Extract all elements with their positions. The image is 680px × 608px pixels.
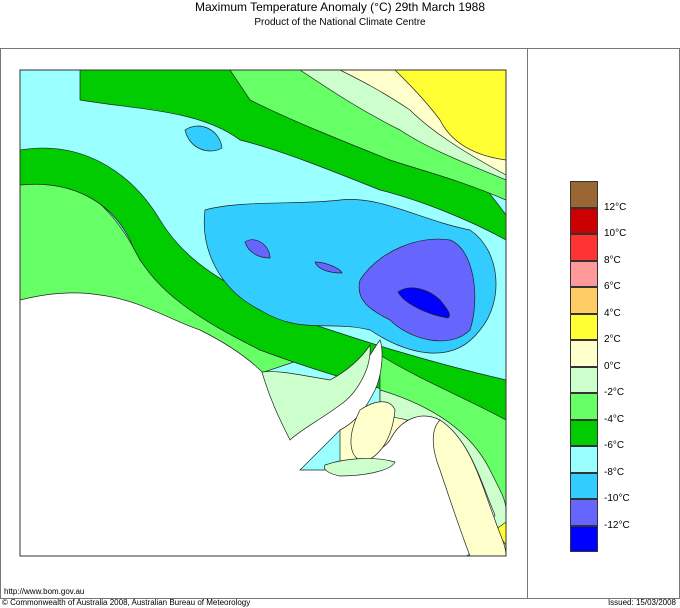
map-title: Maximum Temperature Anomaly (°C) 29th Ma… <box>194 0 486 14</box>
map-subtitle: Product of the National Climate Centre <box>254 17 426 28</box>
panel-divider <box>527 48 528 598</box>
map-border <box>19 69 507 557</box>
legend-swatch <box>570 260 598 287</box>
zone-minus12 <box>397 287 450 319</box>
legend-swatch <box>570 472 598 499</box>
legend-label: 2°C <box>604 334 621 345</box>
legend-label: -12°C <box>604 520 630 531</box>
legend-label: -6°C <box>604 440 625 451</box>
zone-4-north <box>394 70 506 161</box>
legend-label: 12°C <box>604 202 627 213</box>
legend-swatch <box>570 393 598 420</box>
legend-label: 0°C <box>604 361 621 372</box>
legend-label: -8°C <box>604 467 625 478</box>
legend-swatch <box>570 525 598 552</box>
legend-swatch <box>570 287 598 314</box>
legend-label: -4°C <box>604 414 625 425</box>
kangaroo-island <box>324 458 396 477</box>
legend-swatch <box>570 446 598 473</box>
issued-date: Issued: 15/03/2008 <box>607 598 676 607</box>
website-link[interactable]: http://www.bom.gov.au <box>4 587 85 596</box>
legend-swatch <box>570 181 598 208</box>
legend-label: 4°C <box>604 308 621 319</box>
legend-label: 6°C <box>604 281 621 292</box>
legend-label: -10°C <box>604 493 630 504</box>
legend-swatch <box>570 207 598 234</box>
legend-swatch <box>570 366 598 393</box>
legend-swatch <box>570 340 598 367</box>
legend-label: 8°C <box>604 255 621 266</box>
zone-minus10-small-b <box>314 261 343 274</box>
legend-label: -2°C <box>604 387 625 398</box>
yorke-peninsula <box>350 401 396 463</box>
legend-label: 10°C <box>604 228 627 239</box>
legend-swatch <box>570 499 598 526</box>
zone-minus8-small <box>184 125 223 152</box>
legend-swatch <box>570 234 598 261</box>
legend-swatch <box>570 419 598 446</box>
copyright: © Commonwealth of Australia 2008, Austra… <box>2 598 251 607</box>
eyre-peninsula <box>261 343 371 441</box>
zone-minus10-small-a <box>244 239 271 259</box>
fleurieu <box>432 419 506 556</box>
legend-swatch <box>570 313 598 340</box>
zone-minus4-west <box>20 147 506 421</box>
